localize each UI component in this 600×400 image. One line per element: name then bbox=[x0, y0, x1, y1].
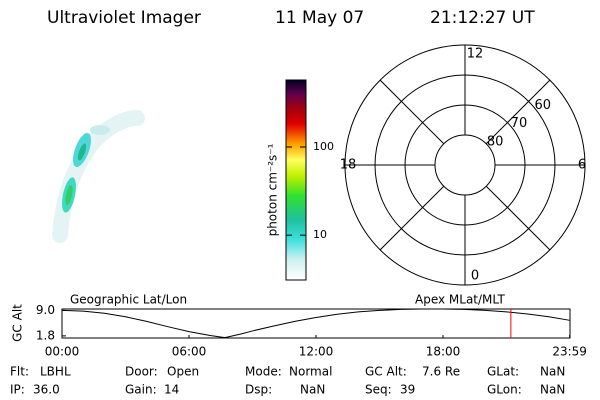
info-value: 14 bbox=[164, 383, 179, 397]
colorbar bbox=[286, 80, 306, 280]
x-tick-label: 18:00 bbox=[426, 345, 461, 359]
info-label: Mode: bbox=[245, 365, 282, 379]
ring-label: 60 bbox=[534, 98, 551, 113]
mlt-label: 6 bbox=[578, 158, 586, 173]
info-label: Gain: bbox=[125, 383, 157, 397]
x-tick-label: 12:00 bbox=[299, 345, 334, 359]
ring-label: 80 bbox=[487, 134, 504, 149]
info-value: 7.6 Re bbox=[422, 365, 460, 379]
mlt-label: 0 bbox=[471, 269, 479, 284]
info-label: GLon: bbox=[487, 383, 522, 397]
info-label: Flt: bbox=[10, 365, 29, 379]
colorbar-label: photon cm⁻²s⁻¹ bbox=[266, 143, 280, 236]
date: 11 May 07 bbox=[275, 8, 364, 28]
info-value: Normal bbox=[289, 365, 332, 379]
colorbar-frame bbox=[285, 79, 307, 281]
info-label: GLat: bbox=[487, 365, 519, 379]
polar-spoke bbox=[379, 185, 445, 251]
y-tick-label: 9.0 bbox=[36, 303, 55, 317]
polar-spoke bbox=[379, 79, 445, 145]
info-value: NaN bbox=[540, 383, 565, 397]
polar-spoke bbox=[485, 185, 551, 251]
ring-label: 70 bbox=[511, 116, 528, 131]
info-label: Dsp: bbox=[245, 383, 272, 397]
info-value: LBHL bbox=[40, 365, 71, 379]
info-value: Open bbox=[167, 365, 199, 379]
altitude-line bbox=[61, 308, 570, 339]
colorbar-tick-label: 10 bbox=[313, 228, 327, 241]
x-tick-label: 00:00 bbox=[45, 345, 80, 359]
mlt-label: 12 bbox=[467, 47, 484, 62]
y-tick-label: 1.8 bbox=[36, 328, 55, 342]
x-tick-label: 23:59 bbox=[552, 345, 587, 359]
right-label: Apex MLat/MLT bbox=[415, 293, 505, 307]
polar-spoke bbox=[485, 79, 551, 145]
title: Ultraviolet Imager bbox=[47, 8, 201, 28]
colorbar-tick-label: 100 bbox=[313, 140, 334, 153]
time: 21:12:27 UT bbox=[430, 8, 535, 28]
aurora-image bbox=[52, 110, 145, 243]
info-value: 36.0 bbox=[33, 383, 60, 397]
info-label: Seq: bbox=[365, 383, 392, 397]
orbit-frame bbox=[61, 308, 571, 339]
info-value: NaN bbox=[300, 383, 325, 397]
info-label: GC Alt: bbox=[365, 365, 407, 379]
info-label: Door: bbox=[125, 365, 158, 379]
info-label: IP: bbox=[10, 383, 25, 397]
x-tick-label: 06:00 bbox=[172, 345, 207, 359]
left-label: Geographic Lat/Lon bbox=[70, 293, 187, 307]
y-axis-label: GC Alt bbox=[11, 304, 25, 342]
mlt-label: 18 bbox=[340, 158, 357, 173]
info-value: NaN bbox=[540, 365, 565, 379]
info-value: 39 bbox=[400, 383, 415, 397]
